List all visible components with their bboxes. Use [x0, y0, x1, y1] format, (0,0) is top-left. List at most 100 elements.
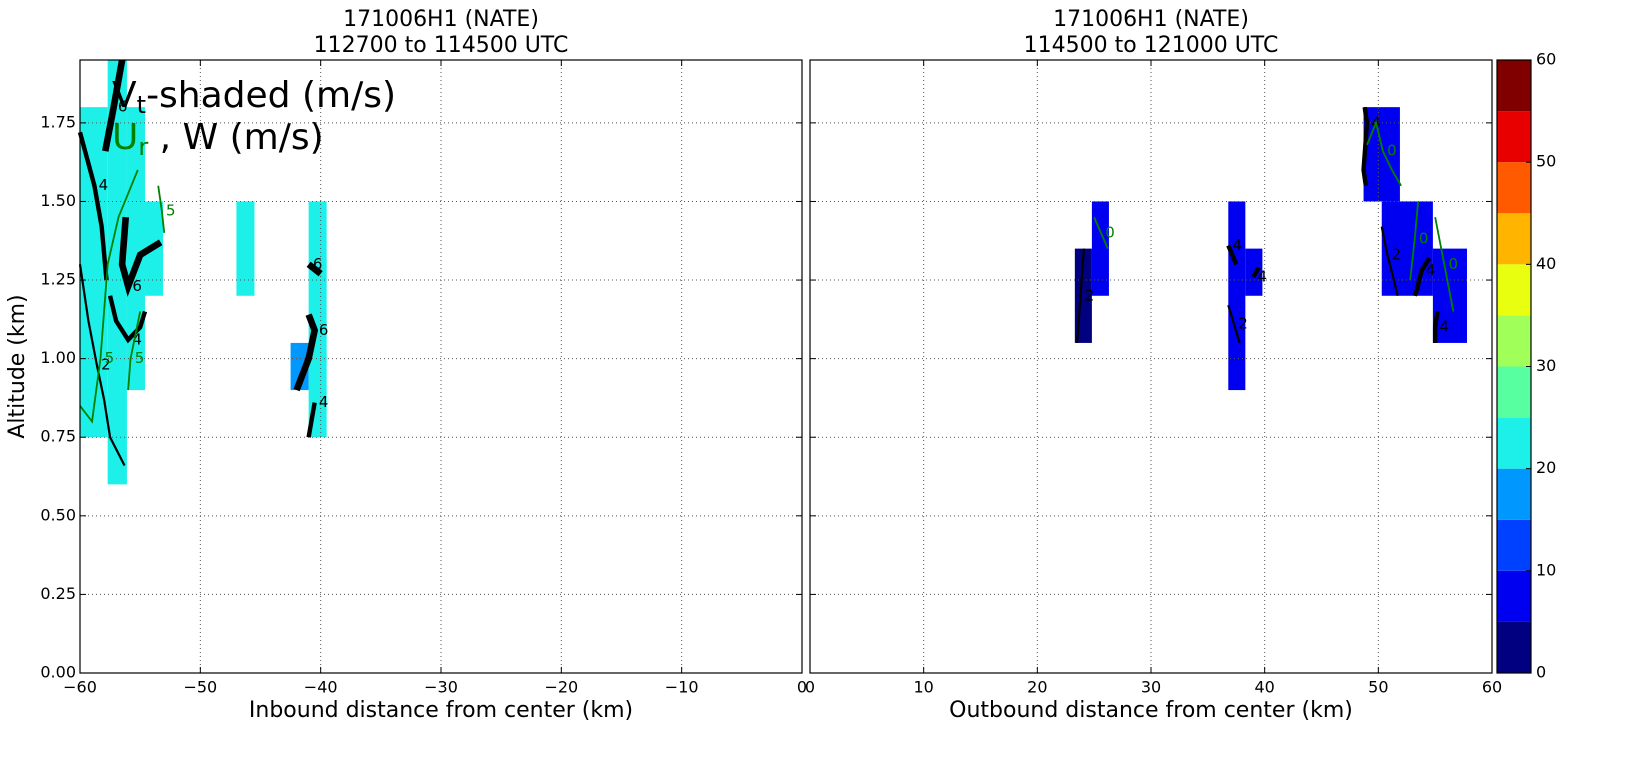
- contour-line: [127, 311, 142, 391]
- annotation-part: r: [138, 133, 148, 161]
- shaded-cell: [236, 201, 255, 296]
- y-tick-label: 0.00: [40, 663, 76, 682]
- contour-label: 6: [118, 98, 128, 116]
- shaded-cell: [107, 60, 127, 485]
- chart-title: 171006H1 (NATE): [343, 7, 539, 32]
- x-tick-label: 30: [1141, 678, 1161, 697]
- annotation-part: -shaded (m/s): [146, 75, 396, 116]
- y-tick-label: 0.75: [40, 427, 76, 446]
- contour-line: [1412, 256, 1432, 297]
- contour-label: 0: [1419, 230, 1429, 248]
- colorbar-band: [1497, 213, 1531, 265]
- colorbar-tick-label: 30: [1536, 356, 1556, 375]
- contour-line: [1227, 304, 1241, 344]
- colorbar-tick-label: 20: [1536, 458, 1556, 477]
- colorbar-tick-label: 60: [1536, 50, 1556, 69]
- contour-line: [107, 295, 148, 344]
- contour-line: [1361, 106, 1370, 187]
- contour-line: [306, 261, 323, 277]
- annotation: Ur , W (m/s): [112, 117, 324, 161]
- contour-label: 4: [99, 176, 109, 194]
- x-tick-label: −30: [424, 678, 458, 697]
- colorbar-band: [1497, 621, 1531, 673]
- contour-line: [1432, 311, 1440, 343]
- y-tick-label: 0.25: [40, 584, 76, 603]
- contour-label: 6: [313, 255, 323, 273]
- shaded-cell: [308, 201, 327, 438]
- contour-line: [1380, 226, 1399, 297]
- colorbar-band: [1497, 366, 1531, 418]
- x-tick-label: −40: [304, 678, 338, 697]
- shaded-cell: [1363, 107, 1400, 202]
- contour-line: [77, 131, 109, 281]
- contour-label: 2: [101, 355, 111, 373]
- y-tick-label: 1.75: [40, 112, 76, 131]
- colorbar-tick-label: 50: [1536, 152, 1556, 171]
- contour-label: 6: [319, 321, 329, 339]
- contour-line: [1226, 244, 1239, 266]
- chart-title: 114500 to 121000 UTC: [1024, 33, 1279, 58]
- x-tick-label: 60: [1482, 678, 1502, 697]
- shaded-cell: [1091, 201, 1109, 296]
- contour-line: [306, 402, 317, 438]
- contour-label: 4: [1439, 318, 1449, 336]
- y-tick-label: 1.50: [40, 191, 76, 210]
- x-axis-label: Inbound distance from center (km): [249, 698, 633, 723]
- contour-label: 5: [166, 201, 176, 219]
- colorbar-tick-label: 0: [1536, 663, 1546, 682]
- contour-label: 0: [1448, 255, 1458, 273]
- x-axis-label: Outbound distance from center (km): [949, 698, 1353, 723]
- x-tick-label: 0: [805, 678, 815, 697]
- shaded-cell: [80, 107, 108, 438]
- contour-line: [102, 59, 126, 152]
- contour-label: 4: [1233, 236, 1243, 254]
- y-tick-label: 1.00: [40, 348, 76, 367]
- contour-line: [78, 264, 126, 467]
- annotation-part: U: [112, 117, 138, 158]
- contour-label: 6: [132, 277, 142, 295]
- colorbar-band: [1497, 162, 1531, 214]
- contour-label: 5: [135, 349, 145, 367]
- x-tick-label: 10: [913, 678, 933, 697]
- y-tick-label: 1.25: [40, 270, 76, 289]
- contour-line: [79, 169, 139, 424]
- contour-label: 4: [1258, 267, 1268, 285]
- shaded-cell: [1381, 201, 1433, 296]
- x-tick-label: −60: [63, 678, 97, 697]
- contour-line: [293, 313, 319, 392]
- contour-line: [1366, 119, 1402, 187]
- contour-label: 2: [1238, 315, 1248, 333]
- colorbar-band: [1497, 417, 1531, 469]
- colorbar-band: [1497, 264, 1531, 316]
- contour-line: [157, 185, 166, 233]
- colorbar-band: [1497, 468, 1531, 520]
- colorbar-band: [1497, 60, 1531, 112]
- contour-label: 4: [1426, 261, 1436, 279]
- contour-line: [1409, 201, 1420, 281]
- x-tick-label: 20: [1027, 678, 1047, 697]
- colorbar-band: [1497, 570, 1531, 622]
- contour-line: [1251, 266, 1261, 279]
- annotation: Vt-shaded (m/s): [112, 75, 396, 119]
- colorbar-tick-label: 10: [1536, 560, 1556, 579]
- annotation-part: , W (m/s): [148, 117, 323, 158]
- colorbar-band: [1497, 111, 1531, 163]
- contour-label: 2: [1085, 286, 1095, 304]
- contour-line: [1093, 216, 1109, 249]
- x-tick-label: −10: [665, 678, 699, 697]
- colorbar-band: [1497, 315, 1531, 367]
- contour-label: 0: [1387, 142, 1397, 160]
- contour-label: 5: [105, 349, 115, 367]
- contour-label: 2: [1392, 245, 1402, 263]
- contour-line: [1076, 248, 1086, 344]
- y-tick-label: 0.50: [40, 505, 76, 524]
- x-tick-label: 0: [797, 678, 807, 697]
- colorbar-band: [1497, 519, 1531, 571]
- chart-title: 171006H1 (NATE): [1053, 7, 1249, 32]
- contour-label: 4: [319, 393, 329, 411]
- x-tick-label: −50: [183, 678, 217, 697]
- contour-label: 4: [132, 330, 142, 348]
